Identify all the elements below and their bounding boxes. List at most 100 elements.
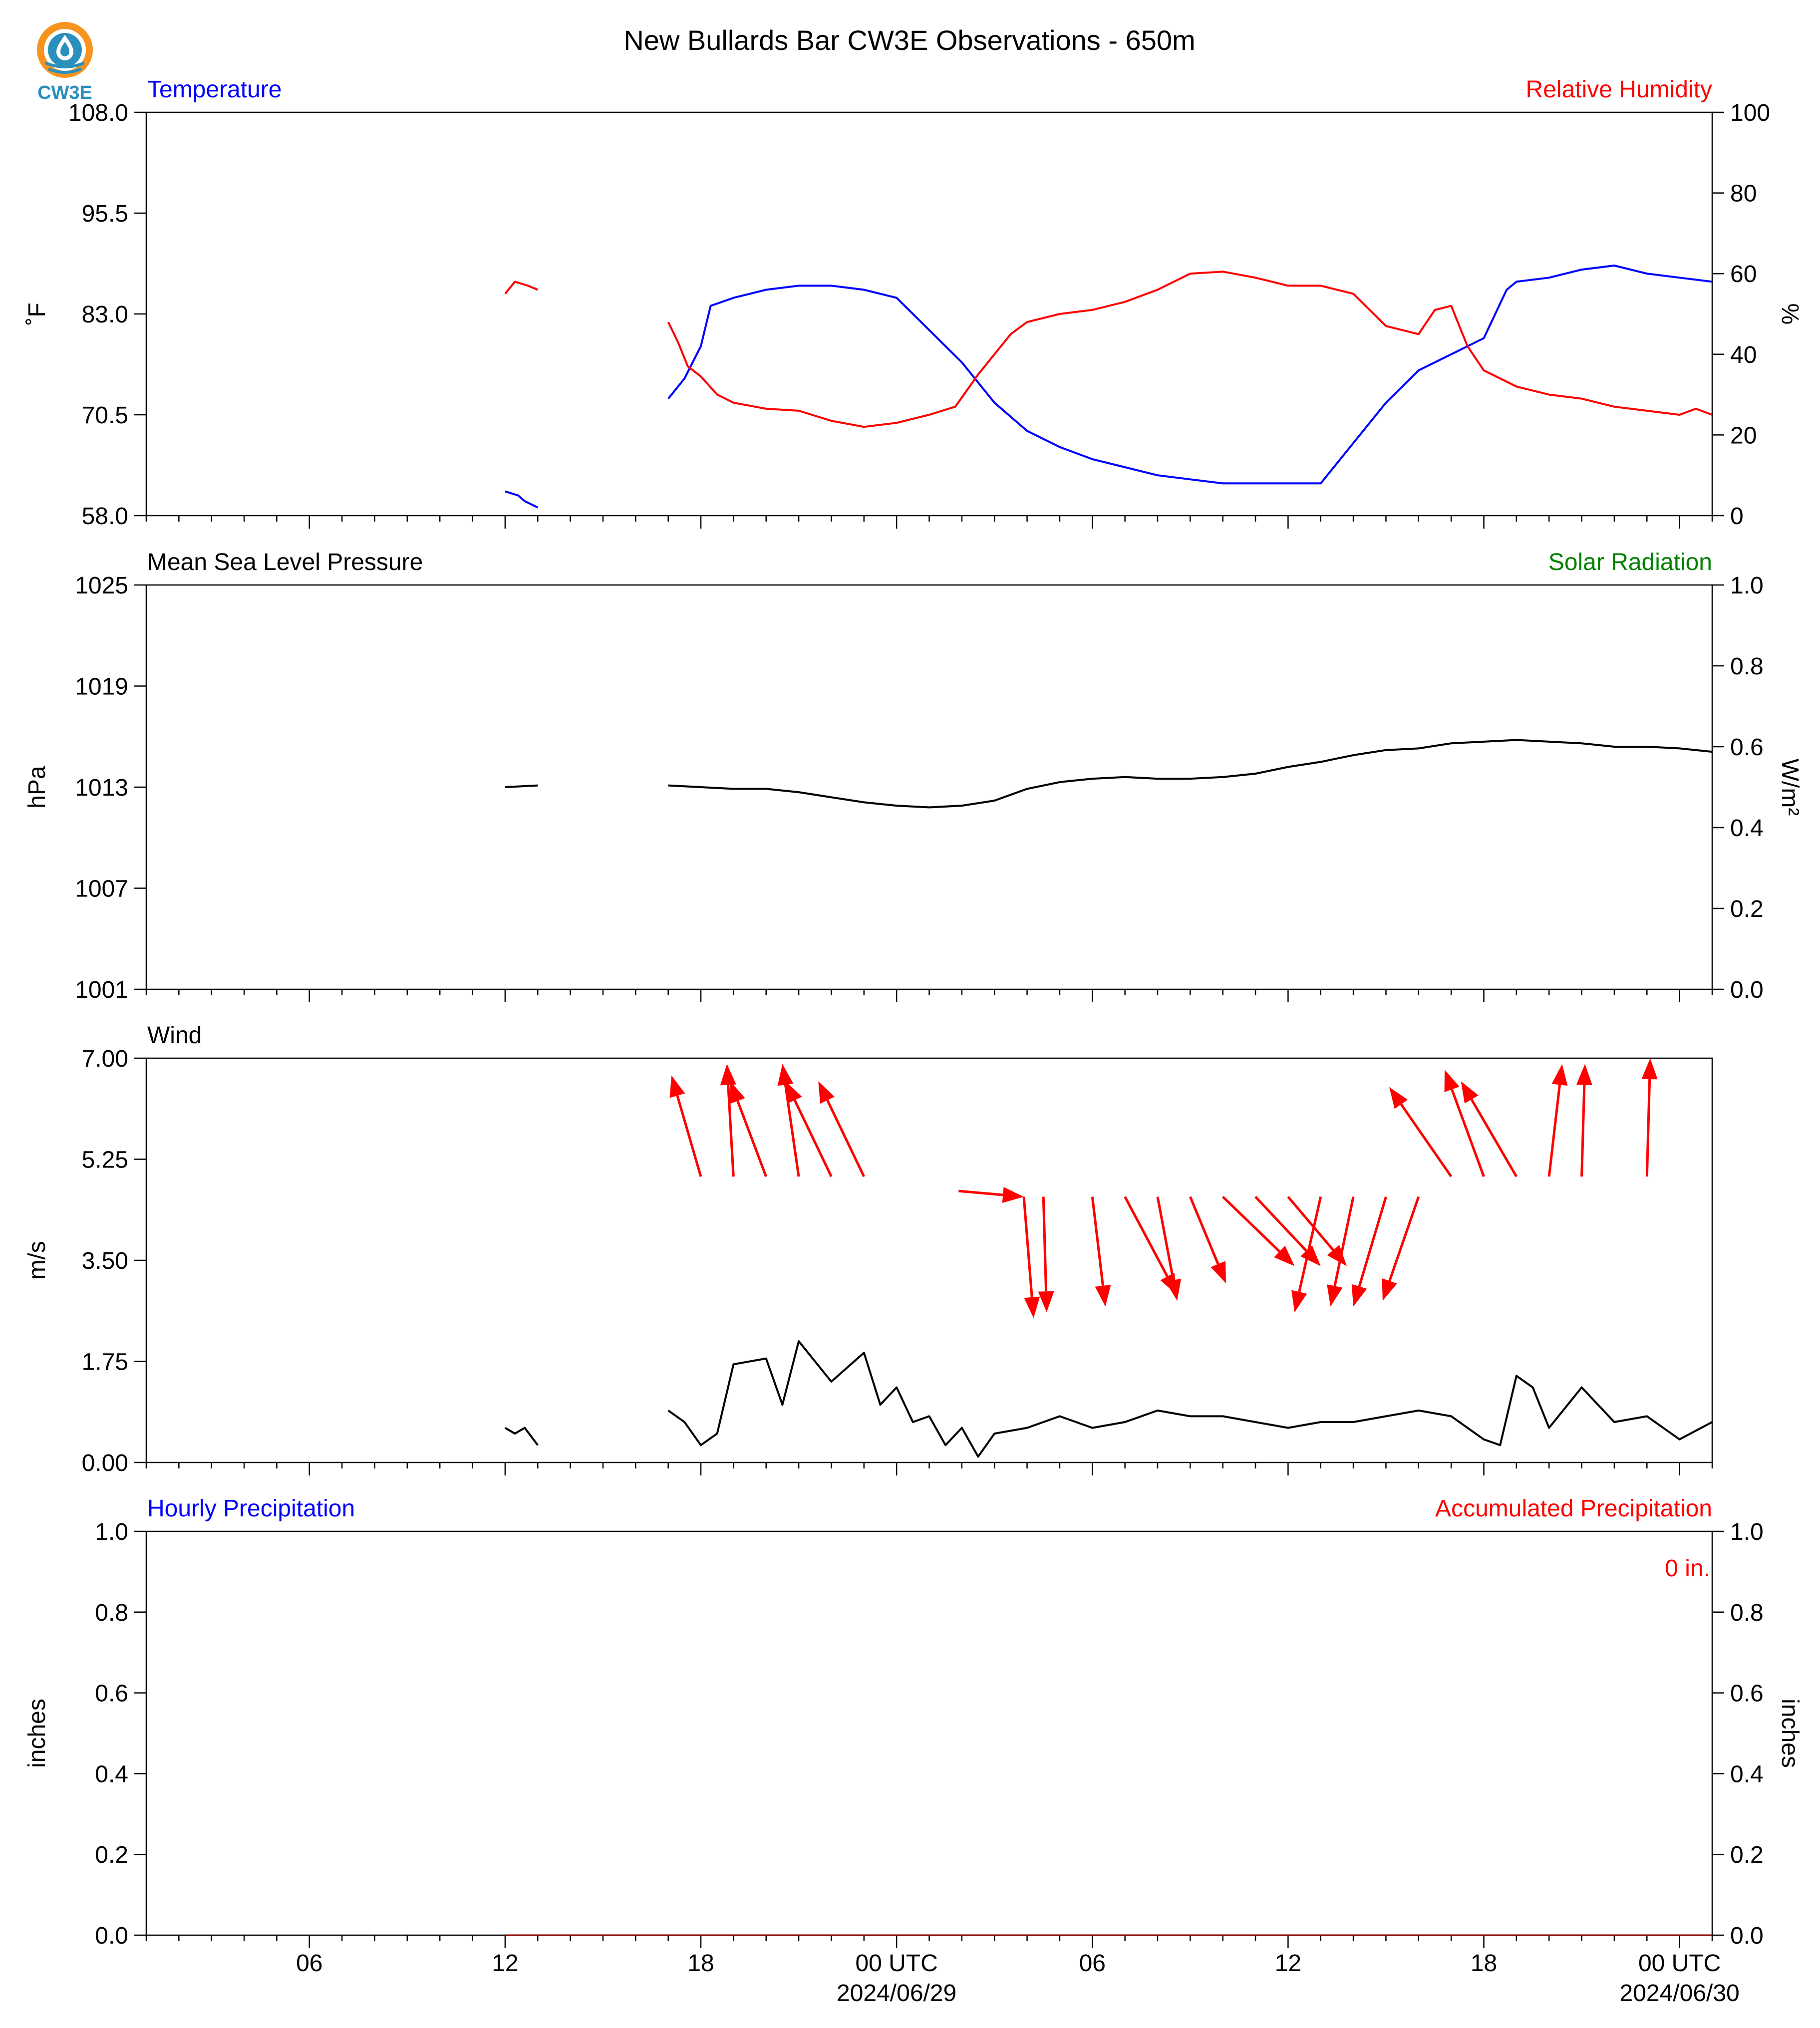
y-tick-label-left: 58.0 <box>82 503 128 530</box>
wind-arrow-shaft <box>676 1095 702 1177</box>
wind-arrow-shaft <box>1221 1195 1280 1253</box>
plot-frame <box>145 1530 1713 1936</box>
y-tick-label-left: 0.00 <box>82 1450 128 1476</box>
y-tick-label-right: 0.4 <box>1730 1761 1764 1787</box>
x-tick-date-label: 2024/06/29 <box>837 1980 956 2007</box>
y-tick-label-right: 0.6 <box>1730 1681 1764 1707</box>
y-axis-title-right: W/m² <box>1777 759 1803 816</box>
series-wind-speed-segment-1 <box>667 1340 1713 1458</box>
y-tick-label-right: 0 <box>1730 503 1744 530</box>
y-tick-label-right: 20 <box>1730 422 1757 449</box>
panel-label-right: Solar Radiation <box>1548 549 1712 576</box>
cw3e-logo-text: CW3E <box>37 82 92 103</box>
wind-arrow-shaft <box>1470 1099 1518 1177</box>
y-tick-label-left: 0.0 <box>95 1923 128 1949</box>
y-axis-title-left: ˚F <box>24 302 50 325</box>
wind-arrow-head <box>669 1075 685 1098</box>
wind-arrow-head <box>1351 1284 1367 1307</box>
wind-arrow-shaft <box>736 1100 768 1177</box>
y-tick-label-left: 0.4 <box>95 1761 128 1787</box>
panel-precip: 0.0 0.2 0.4 0.6 0.8 1.0 inches 0.0 0.2 0.4 0.6 0.8 1… <box>24 1495 1803 1949</box>
plot-frame <box>145 111 1713 517</box>
wind-arrow-shaft <box>1298 1196 1322 1292</box>
y-tick-label-right: 100 <box>1730 100 1770 126</box>
wind-arrow-shaft <box>1254 1196 1307 1252</box>
x-tick-label: 18 <box>1471 1950 1497 1977</box>
cw3e-logo-icon: CW3E <box>37 22 93 103</box>
y-tick-label-right: 1.0 <box>1730 1519 1764 1545</box>
y-tick-label-right: 0.2 <box>1730 896 1764 922</box>
x-tick-label: 12 <box>492 1950 518 1977</box>
wind-arrow-head <box>720 1064 736 1086</box>
series-relative-humidity-segment-1 <box>667 271 1713 428</box>
wind-arrow-shaft <box>1333 1196 1355 1286</box>
y-tick-label-left: 70.5 <box>82 402 128 429</box>
y-axis-title-right: % <box>1777 303 1803 325</box>
x-tick-date-label: 2024/06/30 <box>1620 1980 1740 2007</box>
wind-arrow-head <box>1327 1245 1347 1266</box>
wind-arrow-head <box>777 1064 794 1086</box>
wind-arrow-head <box>1038 1291 1054 1313</box>
series-relative-humidity-segment-0 <box>504 281 539 294</box>
wind-arrow-head <box>1211 1261 1226 1284</box>
panel-label-right: Accumulated Precipitation <box>1435 1495 1712 1522</box>
panel-label-left: Hourly Precipitation <box>147 1495 355 1522</box>
y-tick-label-right: 80 <box>1730 181 1757 207</box>
y-tick-label-right: 0.8 <box>1730 1600 1764 1626</box>
x-tick-label: 18 <box>687 1950 714 1977</box>
y-tick-label-left: 83.0 <box>82 301 128 328</box>
y-tick-label-right: 40 <box>1730 342 1757 368</box>
wind-arrow-shaft <box>1388 1196 1420 1282</box>
wind-arrow-shaft <box>1022 1196 1033 1298</box>
wind-arrow-head <box>730 1081 745 1104</box>
wind-arrow-head <box>1327 1284 1343 1307</box>
y-tick-label-left: 7.00 <box>82 1046 128 1072</box>
y-tick-label-right: 0.4 <box>1730 815 1764 842</box>
y-tick-label-right: 0.8 <box>1730 653 1764 680</box>
wind-arrow-shaft <box>1358 1196 1387 1287</box>
wind-arrow-head <box>1274 1245 1295 1266</box>
wind-arrow-shaft <box>727 1085 735 1177</box>
y-axis-title-left: hPa <box>24 766 50 809</box>
wind-arrow-shaft <box>1451 1089 1485 1177</box>
y-tick-label-left: 1013 <box>75 775 128 801</box>
x-tick-label: 12 <box>1275 1950 1301 1977</box>
wind-arrow-shaft <box>1400 1103 1453 1177</box>
panel-label-left: Mean Sea Level Pressure <box>147 549 423 576</box>
y-tick-label-left: 1007 <box>75 876 128 902</box>
wind-arrow-head <box>1389 1087 1408 1109</box>
panel-pressure: 1001 1007 1013 1019 1025 hPa 0.0 0.2 0.4 0.6 0.8 1.… <box>24 549 1803 1003</box>
wind-arrow-head <box>1002 1187 1024 1203</box>
wind-arrow-head <box>818 1081 835 1104</box>
y-tick-label-right: 0.0 <box>1730 977 1764 1003</box>
wind-arrow-head <box>1461 1081 1479 1104</box>
plot-frame <box>145 584 1713 990</box>
wind-arrow-head <box>1095 1284 1111 1307</box>
wind-arrow-shaft <box>1042 1196 1048 1292</box>
y-tick-label-right: 1.0 <box>1730 573 1764 599</box>
y-tick-label-left: 1001 <box>75 977 128 1003</box>
y-tick-label-left: 108.0 <box>68 100 128 126</box>
plot-frame <box>145 1057 1713 1463</box>
accumulated-precip-value: 0 in. <box>1665 1555 1710 1582</box>
panel-wind: 0.00 1.75 3.50 5.25 7.00 m/s Wind <box>24 1022 1713 1476</box>
wind-arrow-shaft <box>826 1100 866 1177</box>
x-tick-label: 06 <box>1079 1950 1106 1977</box>
y-tick-label-left: 1.0 <box>95 1519 128 1545</box>
wind-arrow-head <box>1291 1290 1307 1313</box>
wind-arrow-shaft <box>1156 1196 1175 1281</box>
series-mean-sea-level-pressure-segment-0 <box>505 784 538 788</box>
y-tick-label-left: 0.2 <box>95 1842 128 1868</box>
y-tick-label-right: 0.0 <box>1730 1923 1764 1949</box>
wind-arrow-shaft <box>958 1189 1003 1196</box>
panel-label-right: Relative Humidity <box>1526 76 1712 103</box>
wind-arrow-head <box>1300 1245 1321 1266</box>
y-tick-label-left: 1.75 <box>82 1349 128 1376</box>
wind-arrow-shaft <box>1580 1085 1586 1177</box>
y-tick-label-left: 1019 <box>75 674 128 700</box>
panel-label-left: Temperature <box>147 76 282 103</box>
series-wind-speed-segment-0 <box>504 1427 539 1446</box>
cw3e-logo: CW3E <box>27 15 102 105</box>
wind-arrow-shaft <box>1124 1196 1169 1277</box>
